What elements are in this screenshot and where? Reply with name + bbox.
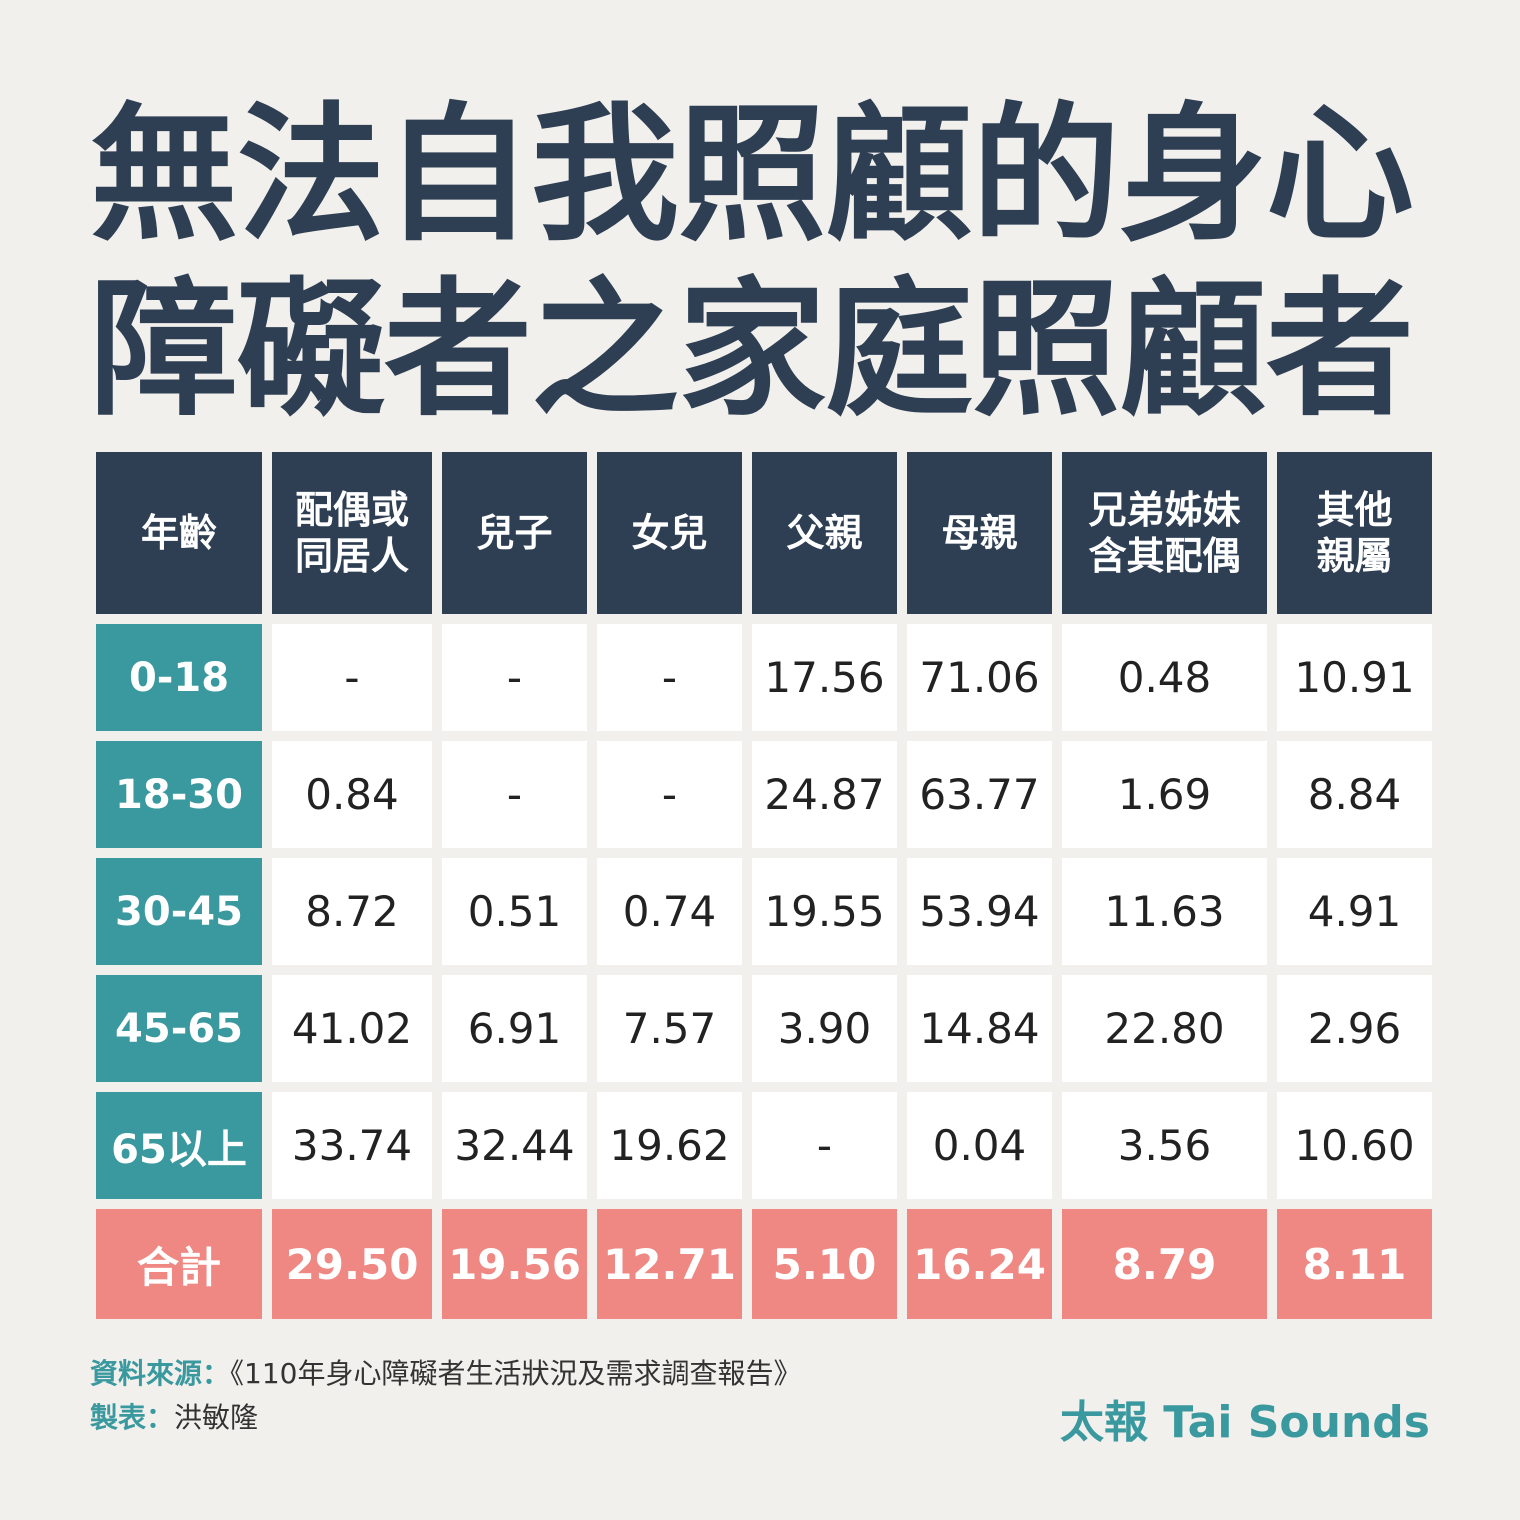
value-cell: 10.60 <box>1277 1092 1432 1199</box>
header-label: 其他 親屬 <box>1316 488 1393 578</box>
total-label-cell: 合計 <box>96 1209 262 1319</box>
header-cell: 配偶或 同居人 <box>272 452 432 614</box>
brand-logo-text: 太報 Tai Sounds <box>1059 1397 1430 1448</box>
age-cell: 30-45 <box>96 858 262 965</box>
value-cell: 4.91 <box>1277 858 1432 965</box>
value-cell: 11.63 <box>1062 858 1267 965</box>
total-value-cell: 12.71 <box>597 1209 742 1319</box>
table-row: 65以上 33.74 32.44 19.62-0.04 3.56 10.60 <box>96 1092 1432 1199</box>
total-value-cell: 5.10 <box>752 1209 897 1319</box>
value-cell: 3.56 <box>1062 1092 1267 1199</box>
header-row: 年齡 配偶或 同居人 兒子 女兒 父親 母親 兄弟姊妹 含其配偶 其他 親屬 <box>96 452 1432 614</box>
value-cell: 24.87 <box>752 741 897 848</box>
header-cell: 其他 親屬 <box>1277 452 1432 614</box>
total-value-cell: 8.11 <box>1277 1209 1432 1319</box>
header-label: 兄弟姊妹 含其配偶 <box>1088 488 1241 578</box>
value-cell: 3.90 <box>752 975 897 1082</box>
value-cell: 14.84 <box>907 975 1052 1082</box>
title-line-2: 障礙者之家庭照顧者 <box>90 264 1414 436</box>
value-cell: - <box>597 624 742 731</box>
value-cell: 22.80 <box>1062 975 1267 1082</box>
value-cell: 7.57 <box>597 975 742 1082</box>
value-cell: 1.69 <box>1062 741 1267 848</box>
value-cell: 33.74 <box>272 1092 432 1199</box>
header-label: 父親 <box>786 511 863 555</box>
header-label: 女兒 <box>631 511 708 555</box>
value-cell: 17.56 <box>752 624 897 731</box>
age-cell: 65以上 <box>96 1092 262 1199</box>
value-cell: 19.55 <box>752 858 897 965</box>
value-cell: - <box>752 1092 897 1199</box>
value-cell: - <box>272 624 432 731</box>
header-label: 配偶或 同居人 <box>294 488 409 578</box>
value-cell: 71.06 <box>907 624 1052 731</box>
header-cell: 兒子 <box>442 452 587 614</box>
header-cell: 父親 <box>752 452 897 614</box>
table-row: 45-65 41.02 6.91 7.57 3.90 14.84 22.80 2.96 <box>96 975 1432 1082</box>
value-cell: 0.74 <box>597 858 742 965</box>
table-row: 18-30 0.84- -24.87 63.77 1.69 8.84 <box>96 741 1432 848</box>
age-cell: 0-18 <box>96 624 262 731</box>
value-cell: 19.62 <box>597 1092 742 1199</box>
total-value-cell: 29.50 <box>272 1209 432 1319</box>
header-label: 母親 <box>941 511 1018 555</box>
footer-notes: 資料來源：《110年身心障礙者生活狀況及需求調查報告》 製表：洪敏隆 <box>90 1352 801 1440</box>
page-title: 無法自我照顧的身心 障礙者之家庭照顧者 <box>90 88 1430 438</box>
value-cell: 2.96 <box>1277 975 1432 1082</box>
total-value-cell: 8.79 <box>1062 1209 1267 1319</box>
value-cell: 41.02 <box>272 975 432 1082</box>
table-row: 0-18- - -17.56 71.06 0.48 10.91 <box>96 624 1432 731</box>
source-text: 《110年身心障礙者生活狀況及需求調查報告》 <box>230 1357 802 1390</box>
header-cell: 年齡 <box>96 452 262 614</box>
header-cell: 母親 <box>907 452 1052 614</box>
value-cell: 0.84 <box>272 741 432 848</box>
value-cell: 0.04 <box>907 1092 1052 1199</box>
value-cell: 53.94 <box>907 858 1052 965</box>
value-cell: - <box>442 741 587 848</box>
maker-text: 洪敏隆 <box>174 1401 259 1434</box>
maker-line: 製表：洪敏隆 <box>90 1396 801 1440</box>
value-cell: 10.91 <box>1277 624 1432 731</box>
header-label: 年齡 <box>140 511 217 555</box>
total-row: 合計 29.50 19.56 12.71 5.10 16.24 8.79 8.11 <box>96 1209 1432 1319</box>
value-cell: 63.77 <box>907 741 1052 848</box>
source-label: 資料來源： <box>90 1357 231 1390</box>
value-cell: - <box>442 624 587 731</box>
age-cell: 45-65 <box>96 975 262 1082</box>
table-body: 0-18- - -17.56 71.06 0.48 10.91 18-30 0.84- -24.… <box>96 624 1432 1319</box>
value-cell: - <box>597 741 742 848</box>
total-value-cell: 16.24 <box>907 1209 1052 1319</box>
age-cell: 18-30 <box>96 741 262 848</box>
header-cell: 兄弟姊妹 含其配偶 <box>1062 452 1267 614</box>
value-cell: 8.84 <box>1277 741 1432 848</box>
maker-label: 製表： <box>90 1401 175 1434</box>
total-value-cell: 19.56 <box>442 1209 587 1319</box>
source-line: 資料來源：《110年身心障礙者生活狀況及需求調查報告》 <box>90 1352 801 1396</box>
header-label: 兒子 <box>476 511 553 555</box>
title-line-1: 無法自我照顧的身心 <box>90 89 1414 261</box>
value-cell: 0.48 <box>1062 624 1267 731</box>
header-cell: 女兒 <box>597 452 742 614</box>
value-cell: 6.91 <box>442 975 587 1082</box>
value-cell: 8.72 <box>272 858 432 965</box>
table-row: 30-45 8.72 0.51 0.74 19.55 53.94 11.63 4.91 <box>96 858 1432 965</box>
value-cell: 0.51 <box>442 858 587 965</box>
caregiver-table: 年齡 配偶或 同居人 兒子 女兒 父親 母親 兄弟姊妹 含其配偶 其他 親屬 0… <box>86 442 1442 1329</box>
value-cell: 32.44 <box>442 1092 587 1199</box>
